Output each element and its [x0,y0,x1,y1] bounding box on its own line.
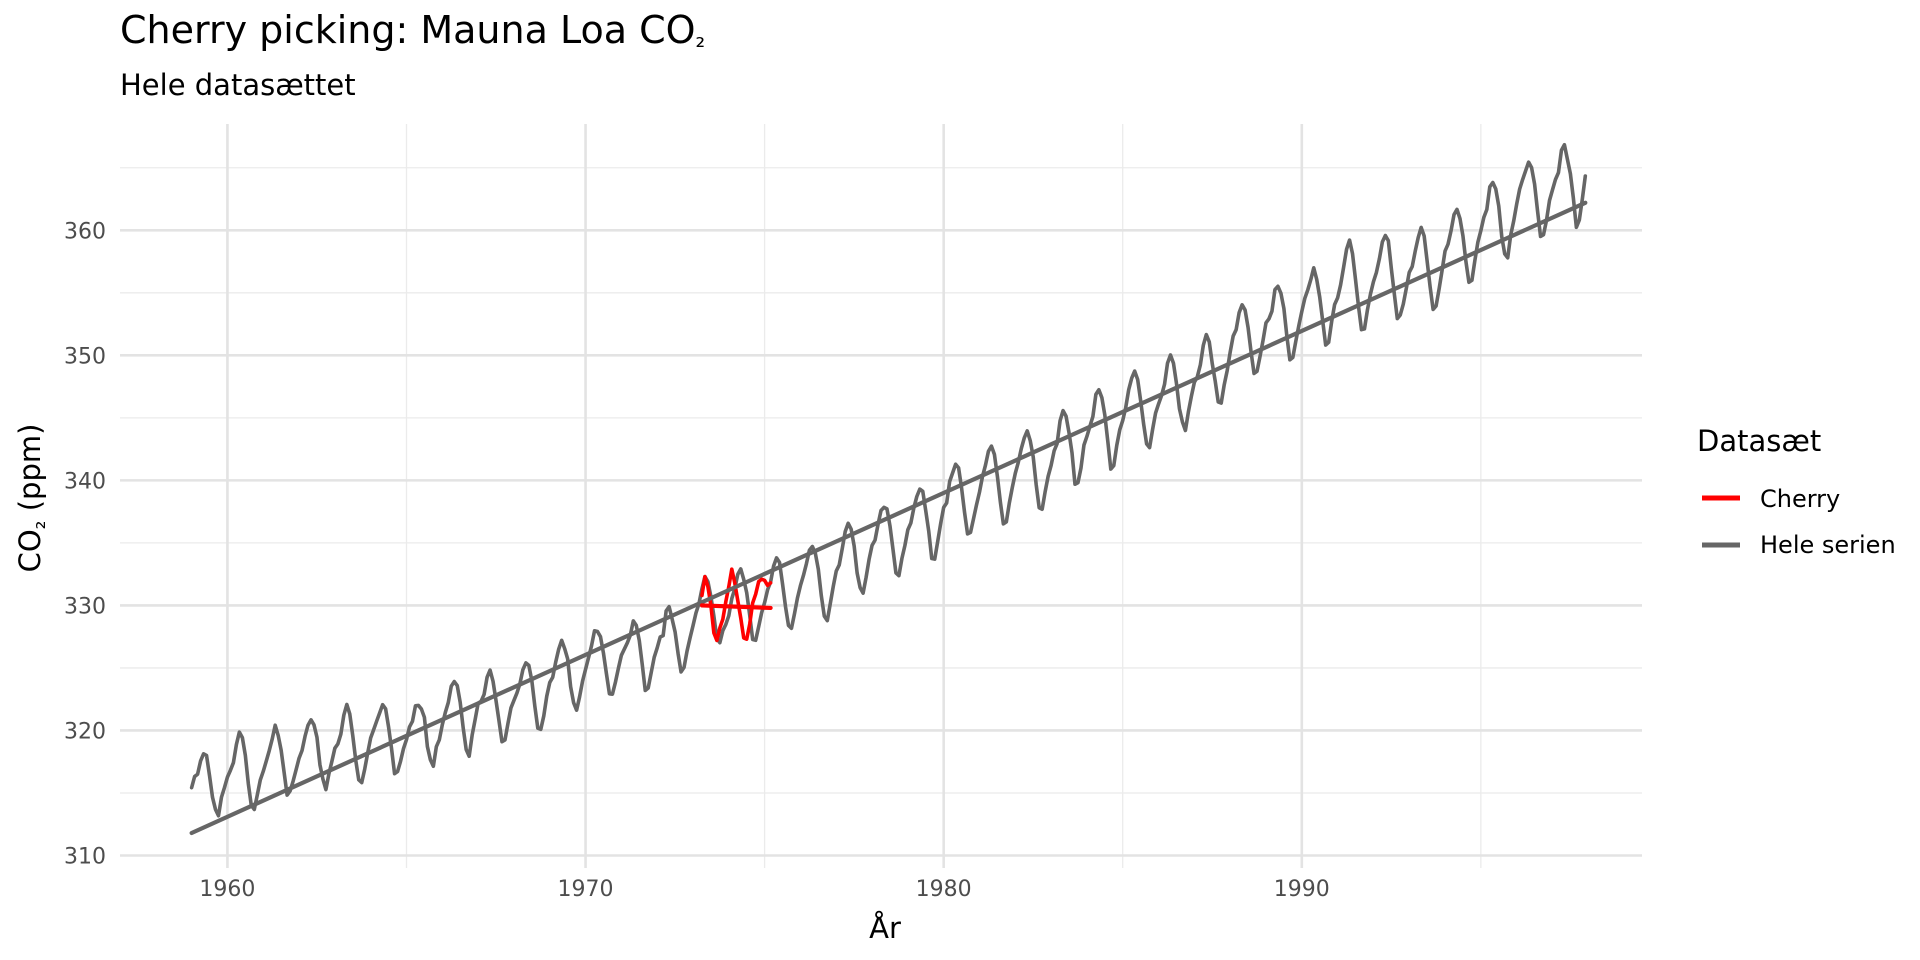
y-axis-title-rest: (ppm) [13,424,47,521]
y-axis: 310 320 330 340 350 360 [64,219,106,869]
x-tick-label: 1980 [916,877,972,902]
legend-label-cherry: Cherry [1760,485,1840,513]
x-axis-title: År [869,911,901,945]
series-line-cherry [700,567,773,643]
legend-label-hele-serien: Hele serien [1760,531,1896,559]
x-tick-label: 1960 [199,877,255,902]
y-axis-title: CO₂ (ppm) [13,424,51,573]
chart-title-main: Cherry picking: Mauna Loa CO [120,8,696,52]
grid [120,124,1642,868]
trend-line-hele-serien [189,200,1588,836]
y-tick-label: 330 [64,594,106,619]
y-tick-label: 310 [64,844,106,869]
legend: Datasæt Cherry Hele serien [1697,424,1896,559]
chart-subtitle: Hele datasættet [120,68,356,102]
legend-title: Datasæt [1697,424,1821,458]
y-tick-label: 350 [64,344,106,369]
y-tick-label: 320 [64,719,106,744]
y-tick-label: 360 [64,219,106,244]
x-axis: 1960 1970 1980 1990 [199,877,1329,902]
chart-title: Cherry picking: Mauna Loa CO₂ [120,8,705,53]
trend-line-cherry [699,603,773,611]
x-tick-label: 1990 [1274,877,1330,902]
chart-title-subscript: ₂ [695,25,706,53]
y-axis-title-subscript: ₂ [26,521,51,530]
x-tick-label: 1970 [558,877,614,902]
series-layer [189,142,1588,836]
y-axis-title-main: CO [13,529,47,572]
y-tick-label: 340 [64,469,106,494]
